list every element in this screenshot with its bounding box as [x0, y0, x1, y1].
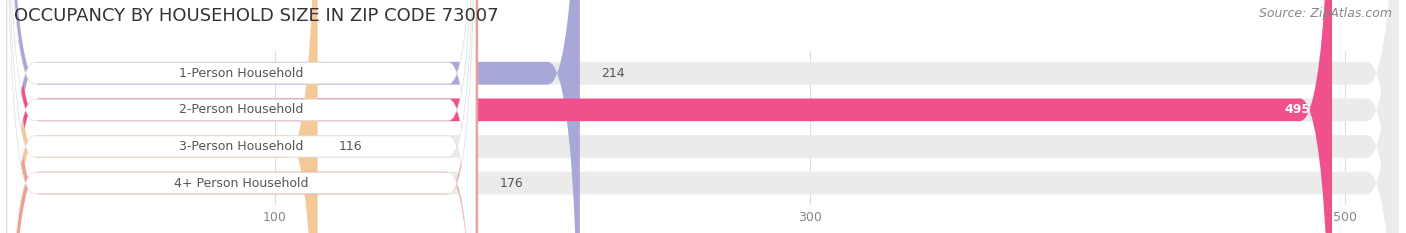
Text: 3-Person Household: 3-Person Household	[179, 140, 304, 153]
Text: 4+ Person Household: 4+ Person Household	[174, 177, 308, 190]
FancyBboxPatch shape	[7, 0, 1399, 233]
Text: 176: 176	[499, 177, 523, 190]
Text: 214: 214	[602, 67, 624, 80]
Text: 116: 116	[339, 140, 363, 153]
FancyBboxPatch shape	[7, 0, 475, 233]
Text: Source: ZipAtlas.com: Source: ZipAtlas.com	[1258, 7, 1392, 20]
FancyBboxPatch shape	[7, 0, 475, 233]
Text: 1-Person Household: 1-Person Household	[179, 67, 304, 80]
FancyBboxPatch shape	[7, 0, 1399, 233]
Text: OCCUPANCY BY HOUSEHOLD SIZE IN ZIP CODE 73007: OCCUPANCY BY HOUSEHOLD SIZE IN ZIP CODE …	[14, 7, 499, 25]
Text: 495: 495	[1285, 103, 1310, 116]
FancyBboxPatch shape	[7, 0, 1399, 233]
FancyBboxPatch shape	[7, 0, 1331, 233]
Text: 2-Person Household: 2-Person Household	[179, 103, 304, 116]
FancyBboxPatch shape	[7, 0, 475, 233]
FancyBboxPatch shape	[7, 0, 318, 233]
FancyBboxPatch shape	[7, 0, 475, 233]
FancyBboxPatch shape	[7, 0, 579, 233]
FancyBboxPatch shape	[7, 0, 1399, 233]
FancyBboxPatch shape	[7, 0, 478, 233]
